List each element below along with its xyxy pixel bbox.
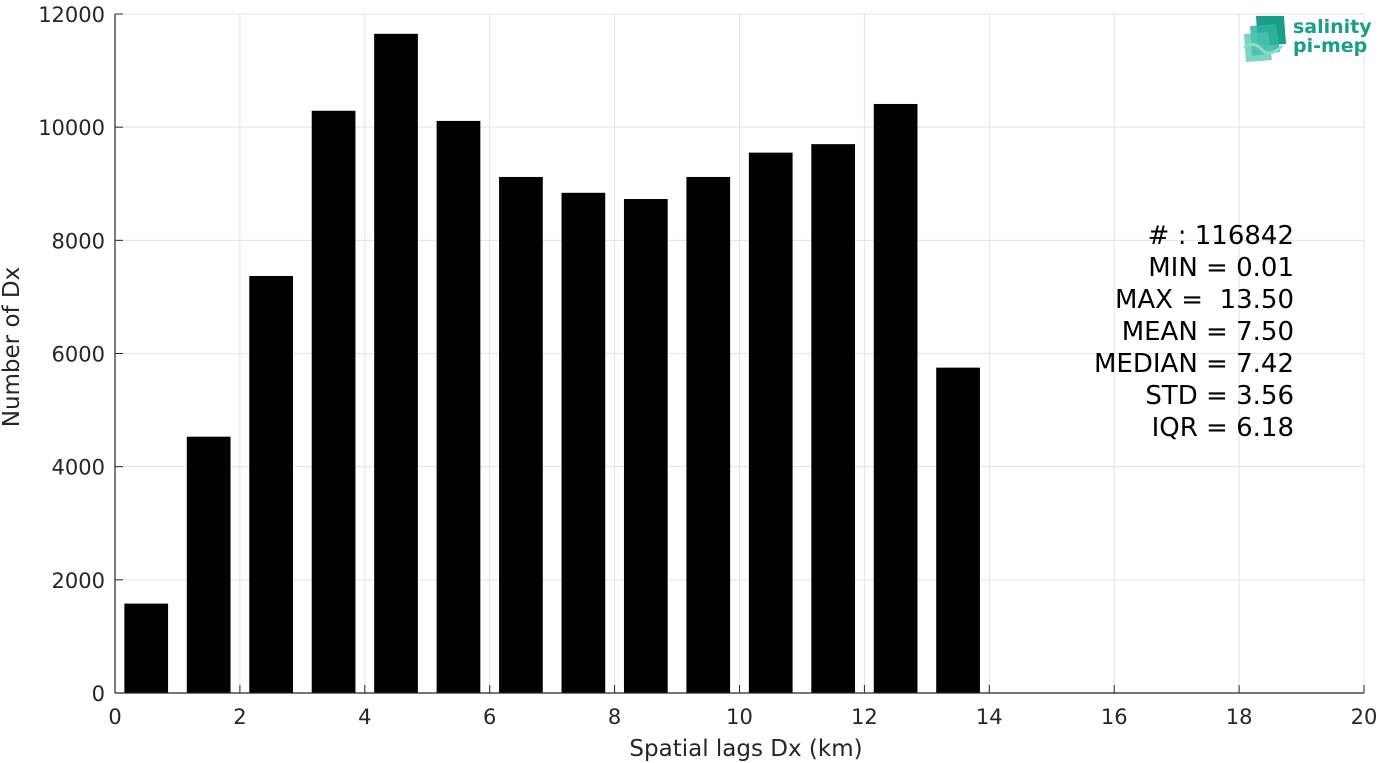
y-tick-label: 2000 — [52, 569, 105, 593]
histogram-bar — [686, 176, 731, 693]
histogram-bar — [436, 120, 481, 693]
stat-line: STD = 3.56 — [1145, 381, 1294, 411]
histogram-bar — [374, 33, 418, 694]
histogram-bar — [186, 436, 231, 693]
y-tick-label: 10000 — [38, 116, 105, 140]
x-tick-label: 20 — [1351, 705, 1378, 729]
x-tick-label: 4 — [358, 705, 371, 729]
y-tick-label: 12000 — [38, 3, 105, 27]
histogram-bar — [499, 176, 543, 693]
histogram-bar — [873, 103, 918, 693]
x-tick-label: 6 — [483, 705, 496, 729]
bars — [124, 33, 980, 694]
x-tick-label: 16 — [1101, 705, 1128, 729]
wave-logo-icon — [1243, 16, 1286, 62]
stat-line: IQR = 6.18 — [1152, 413, 1294, 443]
stat-line: MEAN = 7.50 — [1122, 317, 1294, 347]
stat-line: MAX = 13.50 — [1115, 285, 1294, 315]
histogram-bar — [561, 192, 606, 693]
x-tick-label: 18 — [1226, 705, 1253, 729]
histogram-bar — [249, 275, 293, 693]
histogram-bar — [623, 199, 668, 693]
y-axis-label: Number of Dx — [0, 267, 25, 428]
logo-text-pi-mep: pi-mep — [1293, 35, 1367, 57]
y-tick-label: 8000 — [52, 229, 105, 253]
x-tick-label: 12 — [851, 705, 878, 729]
y-tick-label: 0 — [92, 682, 105, 706]
histogram-bar — [748, 152, 793, 694]
y-tick-label: 6000 — [52, 343, 105, 367]
x-tick-label: 0 — [108, 705, 121, 729]
x-tick-label: 2 — [233, 705, 246, 729]
y-tick-labels: 0 2000 4000 6000 8000 10000 12000 — [38, 3, 105, 706]
axes — [114, 13, 1365, 694]
x-tick-labels: 0 2 4 6 8 10 12 14 16 18 20 — [108, 705, 1377, 729]
histogram-bar — [936, 367, 980, 693]
logo-text-salinity: salinity — [1293, 16, 1372, 38]
x-tick-label: 10 — [726, 705, 753, 729]
stat-line: MIN = 0.01 — [1148, 253, 1294, 283]
salinity-pi-mep-logo: salinity pi-mep — [1243, 16, 1372, 62]
histogram-bar — [311, 110, 356, 693]
x-axis-label: Spatial lags Dx (km) — [629, 736, 862, 762]
histogram-bar — [124, 603, 169, 693]
x-tick-label: 14 — [976, 705, 1003, 729]
x-tick-label: 8 — [608, 705, 621, 729]
histogram-bar — [811, 144, 856, 693]
stat-line: MEDIAN = 7.42 — [1094, 349, 1294, 379]
stat-line: # : 116842 — [1148, 221, 1294, 251]
y-tick-label: 4000 — [52, 456, 105, 480]
